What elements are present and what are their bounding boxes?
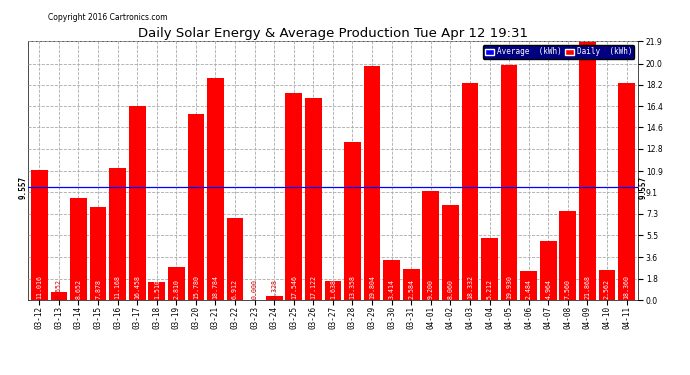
Text: Copyright 2016 Cartronics.com: Copyright 2016 Cartronics.com bbox=[48, 13, 168, 22]
Bar bbox=[442, 205, 459, 300]
Bar bbox=[384, 260, 400, 300]
Text: 9.557: 9.557 bbox=[18, 176, 27, 199]
Text: 11.168: 11.168 bbox=[115, 275, 121, 299]
Title: Daily Solar Energy & Average Production Tue Apr 12 19:31: Daily Solar Energy & Average Production … bbox=[138, 27, 528, 40]
Bar bbox=[129, 105, 146, 300]
Text: 17.546: 17.546 bbox=[290, 275, 297, 299]
Bar bbox=[481, 238, 497, 300]
Bar bbox=[305, 98, 322, 300]
Text: 7.560: 7.560 bbox=[565, 279, 571, 299]
Text: 9.557: 9.557 bbox=[639, 176, 648, 199]
Bar bbox=[579, 42, 595, 300]
Bar bbox=[422, 191, 439, 300]
Text: 18.784: 18.784 bbox=[213, 275, 219, 299]
Text: 18.332: 18.332 bbox=[467, 275, 473, 299]
Text: 16.458: 16.458 bbox=[134, 275, 140, 299]
Text: 3.414: 3.414 bbox=[388, 279, 395, 299]
Bar bbox=[618, 83, 635, 300]
Text: 0.328: 0.328 bbox=[271, 279, 277, 299]
Text: 18.360: 18.360 bbox=[624, 275, 629, 299]
Legend: Average  (kWh), Daily  (kWh): Average (kWh), Daily (kWh) bbox=[483, 45, 634, 58]
Text: 2.584: 2.584 bbox=[408, 279, 414, 299]
Bar bbox=[324, 280, 342, 300]
Text: 1.510: 1.510 bbox=[154, 279, 160, 299]
Text: 13.358: 13.358 bbox=[350, 275, 355, 299]
Bar bbox=[90, 207, 106, 300]
Bar bbox=[207, 78, 224, 300]
Text: 19.804: 19.804 bbox=[369, 275, 375, 299]
Bar bbox=[462, 83, 478, 300]
Text: 1.638: 1.638 bbox=[330, 279, 336, 299]
Bar bbox=[227, 218, 244, 300]
Text: 2.562: 2.562 bbox=[604, 279, 610, 299]
Text: 0.652: 0.652 bbox=[56, 279, 62, 299]
Text: 7.878: 7.878 bbox=[95, 279, 101, 299]
Text: 0.000: 0.000 bbox=[252, 279, 257, 299]
Bar bbox=[540, 242, 557, 300]
Bar bbox=[599, 270, 615, 300]
Bar bbox=[109, 168, 126, 300]
Bar bbox=[148, 282, 165, 300]
Bar bbox=[344, 142, 361, 300]
Bar bbox=[364, 66, 380, 300]
Text: 5.212: 5.212 bbox=[486, 279, 493, 299]
Text: 21.868: 21.868 bbox=[584, 275, 591, 299]
Text: 2.810: 2.810 bbox=[173, 279, 179, 299]
Text: 9.200: 9.200 bbox=[428, 279, 434, 299]
Text: 2.484: 2.484 bbox=[526, 279, 532, 299]
Bar bbox=[286, 93, 302, 300]
Text: 17.122: 17.122 bbox=[310, 275, 316, 299]
Bar bbox=[520, 271, 537, 300]
Bar bbox=[266, 296, 282, 300]
Text: 19.930: 19.930 bbox=[506, 275, 512, 299]
Bar bbox=[188, 114, 204, 300]
Bar bbox=[50, 292, 67, 300]
Bar bbox=[31, 170, 48, 300]
Bar bbox=[70, 198, 87, 300]
Bar bbox=[560, 211, 576, 300]
Bar bbox=[501, 64, 518, 300]
Text: 4.964: 4.964 bbox=[545, 279, 551, 299]
Text: 8.060: 8.060 bbox=[447, 279, 453, 299]
Text: 6.912: 6.912 bbox=[232, 279, 238, 299]
Text: 8.652: 8.652 bbox=[75, 279, 81, 299]
Bar bbox=[403, 270, 420, 300]
Text: 15.780: 15.780 bbox=[193, 275, 199, 299]
Text: 11.016: 11.016 bbox=[37, 275, 42, 299]
Bar bbox=[168, 267, 185, 300]
